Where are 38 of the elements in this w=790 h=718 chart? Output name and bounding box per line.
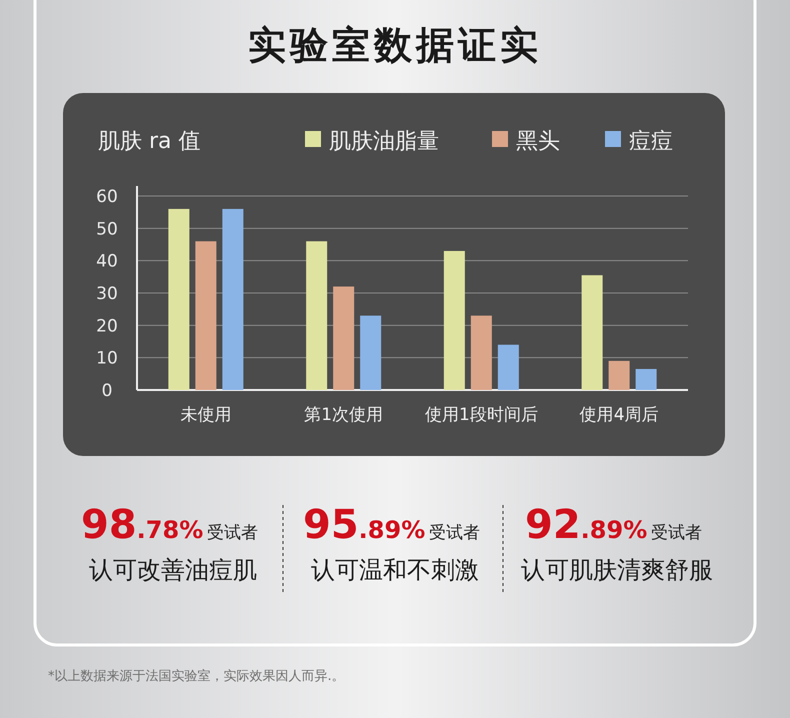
bar — [360, 316, 382, 390]
text: 认可改善油痘肌 — [89, 556, 257, 584]
bar — [222, 208, 244, 390]
bar — [582, 275, 603, 390]
text: 98.78% — [81, 502, 204, 548]
x-tick-label: 第1次使用 — [304, 405, 384, 425]
x-tick-label: 使用1段时间后 — [424, 405, 538, 425]
text: *以上数据来源于法国实验室，实际效果因人而异.。 — [48, 668, 345, 684]
text: 受试者 — [429, 523, 480, 543]
text: 受试者 — [207, 523, 258, 543]
y-tick-label: 30 — [96, 284, 118, 304]
text: 认可肌肤清爽舒服 — [521, 556, 713, 584]
y-tick-label: 60 — [96, 187, 118, 207]
x-tick-label: 使用4周后 — [580, 405, 659, 425]
text: 95.89% — [303, 502, 426, 548]
legend-label: 黑头 — [516, 129, 560, 154]
bar — [306, 241, 328, 390]
bar — [333, 286, 354, 390]
y-tick-label: 20 — [96, 316, 118, 336]
bar — [195, 241, 216, 390]
text: 92.89% — [525, 502, 648, 548]
legend-label: 肌肤油脂量 — [329, 129, 439, 154]
chart-title: 实验室数据证实 — [248, 23, 542, 67]
bar — [444, 250, 465, 390]
bar — [498, 344, 519, 390]
y-tick-label: 10 — [96, 348, 118, 369]
bar — [636, 368, 657, 390]
y-axis-title: 肌肤 ra 值 — [98, 129, 201, 154]
bar — [608, 360, 630, 390]
bar — [168, 208, 190, 390]
y-tick-label: 50 — [96, 219, 118, 240]
legend-label: 痘痘 — [629, 129, 673, 154]
y-tick-label: 40 — [96, 252, 118, 272]
bar — [470, 316, 492, 390]
x-tick-label: 未使用 — [180, 405, 232, 425]
text: 认可温和不刺激 — [311, 556, 479, 584]
text: 受试者 — [651, 523, 702, 543]
y-tick-label: 0 — [102, 381, 112, 401]
